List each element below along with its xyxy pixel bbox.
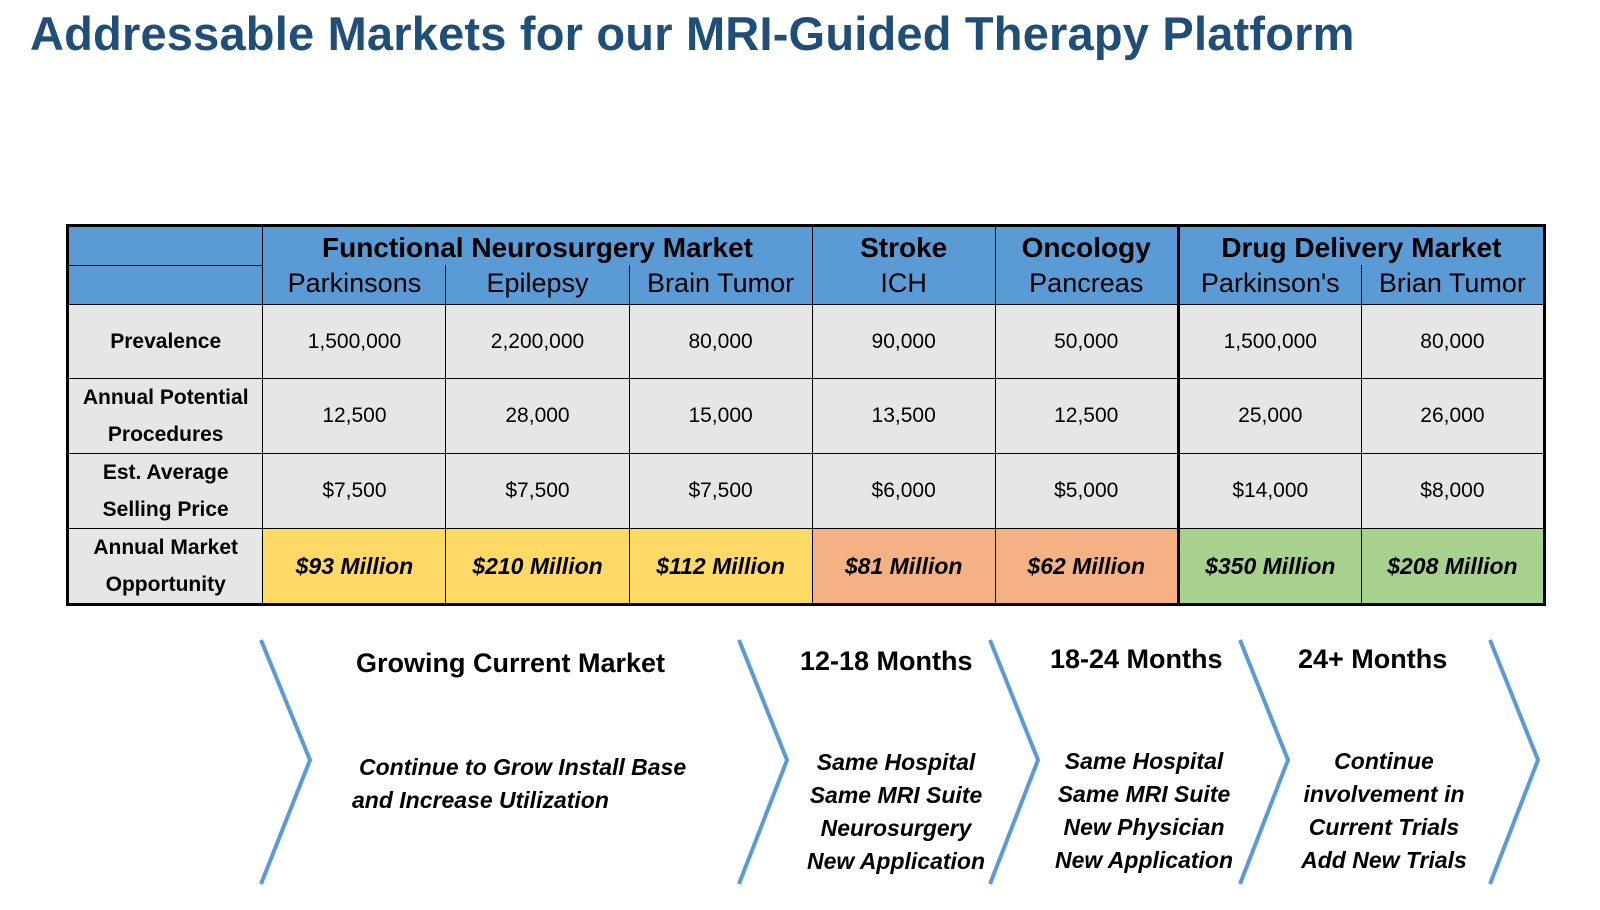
table-cell: 1,500,000	[1176, 304, 1362, 379]
table-cell: 80,000	[628, 304, 813, 379]
phase-desc-12-18: Same Hospital Same MRI Suite Neurosurger…	[806, 749, 986, 874]
phase-desc-18-24: Same Hospital Same MRI Suite New Physici…	[1054, 748, 1234, 873]
page-title: Addressable Markets for our MRI-Guided T…	[30, 7, 1355, 60]
column-header: Pancreas	[994, 265, 1179, 305]
opportunity-cell: $93 Million	[262, 528, 447, 605]
table-cell: 2,200,000	[445, 304, 630, 379]
row-label: Est. Average Selling Price	[66, 453, 264, 529]
table-cell: $8,000	[1360, 453, 1546, 529]
opportunity-cell: $208 Million	[1360, 528, 1546, 605]
column-header: Parkinsons	[262, 265, 447, 305]
row-label: Annual Potential Procedures	[66, 378, 264, 454]
group-drug-delivery: Drug Delivery Market	[1176, 225, 1546, 265]
table-cell: $7,500	[262, 453, 447, 529]
table-cell: $5,000	[994, 453, 1179, 529]
phase-title-current: Growing Current Market	[356, 648, 666, 678]
column-header: Parkinson's	[1176, 265, 1362, 305]
chevron-arrow-1	[259, 639, 313, 885]
group-oncology: Oncology	[994, 225, 1179, 265]
table-cell: 90,000	[811, 304, 996, 379]
table-cell: 25,000	[1176, 378, 1362, 454]
opportunity-cell: $62 Million	[994, 528, 1179, 605]
column-header: Brian Tumor	[1360, 265, 1546, 305]
table-cell: $7,500	[628, 453, 813, 529]
opportunity-cell: $210 Million	[445, 528, 630, 605]
phase-desc-current: Continue to Grow Install Base and Increa…	[352, 754, 687, 813]
phase-title-18-24: 18-24 Months	[1050, 644, 1223, 674]
group-stroke: Stroke	[811, 225, 996, 265]
phase-title-24-plus: 24+ Months	[1298, 644, 1448, 674]
table-cell: $14,000	[1176, 453, 1362, 529]
table-cell: $7,500	[445, 453, 630, 529]
row-label: Prevalence	[66, 304, 264, 379]
phase-desc-24-plus: Continue involvement in Current Trials A…	[1301, 748, 1467, 873]
table-row-selling-price: Est. Average Selling Price $7,500 $7,500 …	[66, 453, 1546, 529]
table-row-prevalence: Prevalence 1,500,000 2,200,000 80,000 90…	[66, 304, 1546, 379]
market-table: Functional Neurosurgery Market Stroke On…	[66, 224, 1546, 606]
table-cell: 15,000	[628, 378, 813, 454]
table-row-procedures: Annual Potential Procedures 12,500 28,000…	[66, 378, 1546, 454]
chevron-arrow-3	[988, 639, 1041, 885]
opportunity-cell: $350 Million	[1176, 528, 1362, 605]
opportunity-cell: $112 Million	[628, 528, 813, 605]
column-header: ICH	[811, 265, 996, 305]
header-corner-lower	[66, 264, 264, 305]
table-cell: $6,000	[811, 453, 996, 529]
table-cell: 26,000	[1360, 378, 1546, 454]
chevron-arrow-4	[1238, 639, 1291, 885]
group-functional-neurosurgery: Functional Neurosurgery Market	[262, 225, 813, 265]
row-label: Annual Market Opportunity	[66, 528, 264, 605]
table-cell: 12,500	[262, 378, 447, 454]
table-cell: 80,000	[1360, 304, 1546, 379]
table-cell: 12,500	[994, 378, 1179, 454]
header-corner	[66, 225, 264, 266]
opportunity-cell: $81 Million	[811, 528, 996, 605]
phase-title-12-18: 12-18 Months	[800, 646, 973, 676]
chevron-arrow-5	[1488, 639, 1541, 885]
table-cell: 1,500,000	[262, 304, 447, 379]
column-header: Epilepsy	[445, 265, 630, 305]
table-cell: 28,000	[445, 378, 630, 454]
chevron-arrow-2	[737, 639, 790, 885]
table-cell: 13,500	[811, 378, 996, 454]
table-row-opportunity: Annual Market Opportunity $93 Million $21…	[66, 528, 1546, 605]
table-cell: 50,000	[994, 304, 1179, 379]
column-header: Brain Tumor	[628, 265, 813, 305]
